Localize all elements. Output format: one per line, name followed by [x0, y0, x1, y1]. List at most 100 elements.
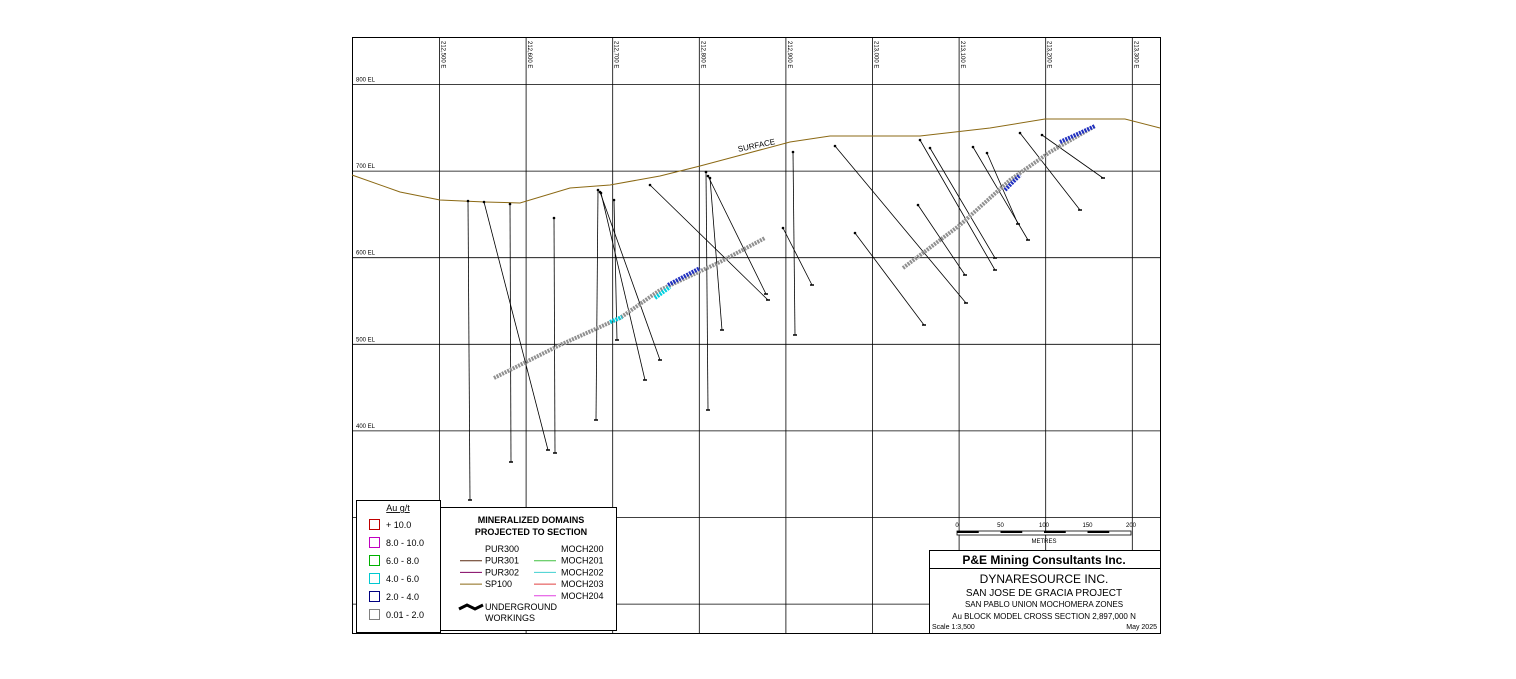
scale-unit: METRES: [1031, 539, 1056, 545]
domain-label: PUR301: [485, 556, 519, 566]
section-title: Au BLOCK MODEL CROSS SECTION 2,897,000 N: [952, 612, 1136, 621]
scale-label: 50: [997, 523, 1004, 529]
workings-label: UNDERGROUND: [485, 602, 558, 612]
drill-hole: [1019, 132, 1081, 211]
collar: [708, 176, 712, 180]
grade-label: 4.0 - 6.0: [386, 574, 419, 584]
domain-label: MOCH204: [561, 591, 604, 601]
grade-swatch: [369, 573, 380, 584]
grade-label: 6.0 - 8.0: [386, 556, 419, 566]
drill-hole: [467, 200, 471, 501]
collar: [508, 202, 512, 206]
easting-label: 212,900 E: [786, 41, 792, 68]
easting-label: 212,800 E: [699, 41, 705, 68]
scale-text: Scale 1:3,500: [932, 624, 975, 631]
domain-legend-box: [440, 507, 617, 631]
drill-hole: [854, 232, 925, 326]
drill-hole: [919, 139, 996, 271]
domain-legend-title: MINERALIZED DOMAINS: [478, 515, 585, 525]
domain-label: MOCH200: [561, 544, 604, 554]
grade-swatch: [369, 519, 380, 530]
grade-label: 8.0 - 10.0: [386, 538, 424, 548]
drill-hole: [707, 175, 767, 295]
collar: [833, 144, 837, 148]
drill-hole: [782, 227, 813, 286]
collar: [928, 146, 932, 150]
workings-symbol: [458, 603, 484, 611]
drill-hole: [792, 151, 796, 336]
collar: [648, 183, 652, 187]
grade-swatch: [369, 609, 380, 620]
domain-label: MOCH201: [561, 556, 604, 566]
block-band: [493, 236, 766, 380]
collar: [781, 226, 785, 230]
surface: [351, 118, 1161, 204]
grade-label: 2.0 - 4.0: [386, 592, 419, 602]
drill-hole: [649, 184, 769, 301]
client: DYNARESOURCE INC.: [980, 572, 1109, 586]
title-block: [929, 550, 1161, 634]
drill-hole: [483, 201, 549, 451]
block-band: [653, 285, 672, 300]
collar: [466, 199, 470, 203]
drill-hole: [600, 192, 646, 381]
collar: [1040, 133, 1044, 137]
scale-bar-fill: [957, 531, 979, 533]
domain-label: MOCH202: [561, 567, 604, 577]
project: SAN JOSE DE GRACIA PROJECT: [966, 588, 1122, 599]
block-band: [1003, 173, 1022, 192]
grade-label: 0.01 - 2.0: [386, 610, 424, 620]
elevation-label: 600 EL: [356, 251, 376, 257]
block-model: [493, 124, 1097, 380]
workings-label: WORKINGS: [485, 613, 535, 623]
collar: [791, 150, 795, 154]
easting-label: 212,700 E: [613, 41, 619, 68]
easting-label: 213,200 E: [1046, 41, 1052, 68]
domain-label: SP100: [485, 579, 512, 589]
elevation-label: 500 EL: [356, 337, 376, 343]
grade-label: + 10.0: [386, 520, 411, 530]
grade-swatch: [369, 537, 380, 548]
collar: [482, 200, 486, 204]
domain-legend: PUR300PUR301PUR302SP100MOCH200MOCH201MOC…: [460, 544, 604, 601]
drill-hole: [834, 145, 967, 304]
collar: [706, 174, 710, 178]
collar: [612, 198, 616, 202]
scale-bar-fill: [1000, 531, 1023, 533]
drill-hole: [595, 189, 599, 421]
easting-label: 213,100 E: [959, 41, 965, 68]
collar: [599, 191, 603, 195]
drill-hole: [613, 199, 618, 341]
drill-hole: [509, 203, 512, 463]
domain-label: PUR300: [485, 544, 519, 554]
grade-legend: + 10.0 8.0 - 10.0 6.0 - 8.0 4.0 - 6.0 2.0 - …: [369, 519, 424, 620]
scale-label: 200: [1126, 523, 1137, 529]
scale-bar-fill: [1044, 531, 1066, 533]
scale-label: 100: [1039, 523, 1050, 529]
collar: [704, 170, 708, 174]
company: P&E Mining Consultants Inc.: [962, 553, 1125, 567]
scale-label: 150: [1082, 523, 1093, 529]
domain-legend-title: PROJECTED TO SECTION: [475, 527, 587, 537]
block-band: [609, 315, 623, 324]
scale-label: 0: [955, 523, 959, 529]
drill-hole: [553, 217, 556, 454]
block-band: [667, 266, 701, 287]
collar: [971, 145, 975, 149]
collar: [918, 138, 922, 142]
collar: [916, 203, 920, 207]
collar: [1018, 131, 1022, 135]
drill-hole: [599, 191, 661, 361]
drill-hole: [917, 204, 966, 276]
domain-label: PUR302: [485, 567, 519, 577]
elevation-label: 400 EL: [356, 424, 376, 430]
collar: [596, 188, 600, 192]
drill-hole: [709, 177, 723, 331]
collar: [853, 231, 857, 235]
zones: SAN PABLO UNION MOCHOMERA ZONES: [965, 600, 1123, 609]
easting-label: 212,500 E: [440, 41, 446, 68]
drill-hole: [705, 171, 709, 411]
collar: [552, 216, 556, 220]
